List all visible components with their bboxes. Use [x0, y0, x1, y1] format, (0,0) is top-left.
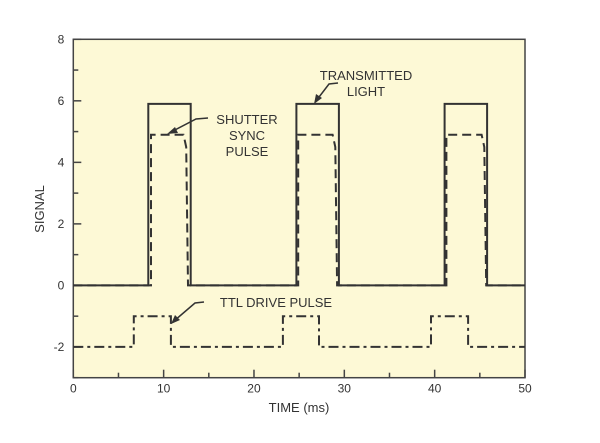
y-tick-label: -2	[54, 340, 65, 354]
tick-labels: 0 10 20 30 40 50 -2 0 2 4 6 8	[54, 32, 532, 395]
annotation-shutter-sync-pulse: SHUTTER SYNC PULSE	[167, 112, 278, 159]
y-tick-label: 4	[58, 155, 65, 169]
y-tick-label: 6	[58, 94, 65, 108]
x-tick-label: 40	[428, 382, 442, 396]
series-line-dashed	[73, 133, 525, 287]
annotation-arrow	[173, 301, 205, 322]
x-tick-label: 50	[518, 382, 532, 396]
annotation-arrow	[170, 117, 209, 133]
x-tick-label: 30	[338, 382, 352, 396]
annotation-ttl-drive-pulse: TTL DRIVE PULSE	[171, 295, 332, 324]
annotation-text: LIGHT	[347, 84, 385, 99]
series-line-dashdot	[73, 315, 525, 348]
arrowhead-icon	[171, 315, 180, 324]
x-tick-label: 0	[70, 382, 77, 396]
series-group	[73, 102, 525, 348]
arrowhead-icon	[167, 127, 178, 134]
y-tick-label: 0	[58, 278, 65, 292]
annotation-text: TTL DRIVE PULSE	[220, 295, 333, 310]
arrowhead-icon	[314, 94, 322, 104]
y-axis-label: SIGNAL	[32, 185, 47, 233]
x-tick-label: 10	[157, 382, 171, 396]
plot-area	[72, 38, 526, 379]
annotation-text: TRANSMITTED	[320, 68, 412, 83]
annotation-transmitted-light: TRANSMITTED LIGHT	[314, 68, 412, 104]
annotation-text: SYNC	[229, 128, 265, 143]
annotation-text: SHUTTER	[216, 112, 277, 127]
x-axis-label: TIME (ms)	[269, 400, 330, 415]
annotation-text: PULSE	[226, 144, 269, 159]
y-tick-label: 2	[58, 217, 65, 231]
y-tick-label: 8	[58, 32, 65, 46]
annotation-arrow	[315, 82, 339, 102]
series-line-solid	[73, 102, 525, 287]
x-tick-label: 20	[247, 382, 261, 396]
